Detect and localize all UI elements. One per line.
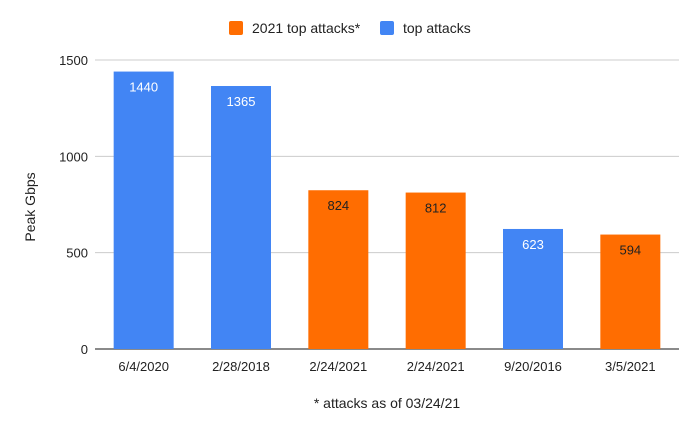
gridlines — [95, 59, 679, 350]
y-tick-label: 0 — [81, 342, 88, 357]
bar-value-labels: 1440 1365 824 812 623 594 — [129, 80, 641, 258]
bar — [308, 190, 369, 349]
x-tick-label: 6/4/2020 — [118, 359, 169, 374]
bar — [405, 192, 466, 349]
x-tick-label: 2/24/2021 — [407, 359, 465, 374]
x-tick-label: 3/5/2021 — [605, 359, 656, 374]
bar-value-label: 1365 — [227, 94, 256, 109]
y-tick-label: 500 — [66, 246, 88, 261]
legend-swatch-top-attacks — [380, 21, 394, 35]
legend-swatch-2021-top-attacks — [229, 21, 243, 35]
y-tick-label: 1000 — [59, 149, 88, 164]
bar-value-label: 594 — [619, 243, 641, 258]
legend-label-2021-top-attacks: 2021 top attacks* — [252, 20, 361, 36]
legend-label-top-attacks: top attacks — [403, 20, 471, 36]
bar-value-label: 824 — [327, 198, 349, 213]
bar-value-label: 623 — [522, 237, 544, 252]
bar — [600, 234, 661, 349]
x-tick-label: 9/20/2016 — [504, 359, 562, 374]
bar — [113, 71, 174, 349]
x-axis-title: * attacks as of 03/24/21 — [314, 395, 461, 411]
y-tick-label: 1500 — [59, 53, 88, 68]
legend: 2021 top attacks* top attacks — [229, 20, 471, 36]
bar-value-label: 812 — [425, 201, 447, 216]
bar-value-label: 1440 — [129, 80, 158, 95]
x-tick-label: 2/24/2021 — [309, 359, 367, 374]
bar — [503, 228, 563, 349]
y-axis-title: Peak Gbps — [22, 172, 38, 241]
y-axis-ticks: 0 500 1000 1500 — [59, 53, 88, 357]
bar — [211, 86, 271, 349]
x-axis-ticks: 6/4/2020 2/28/2018 2/24/2021 2/24/2021 9/20/… — [118, 359, 655, 374]
bars — [113, 71, 661, 349]
x-tick-label: 2/28/2018 — [212, 359, 270, 374]
